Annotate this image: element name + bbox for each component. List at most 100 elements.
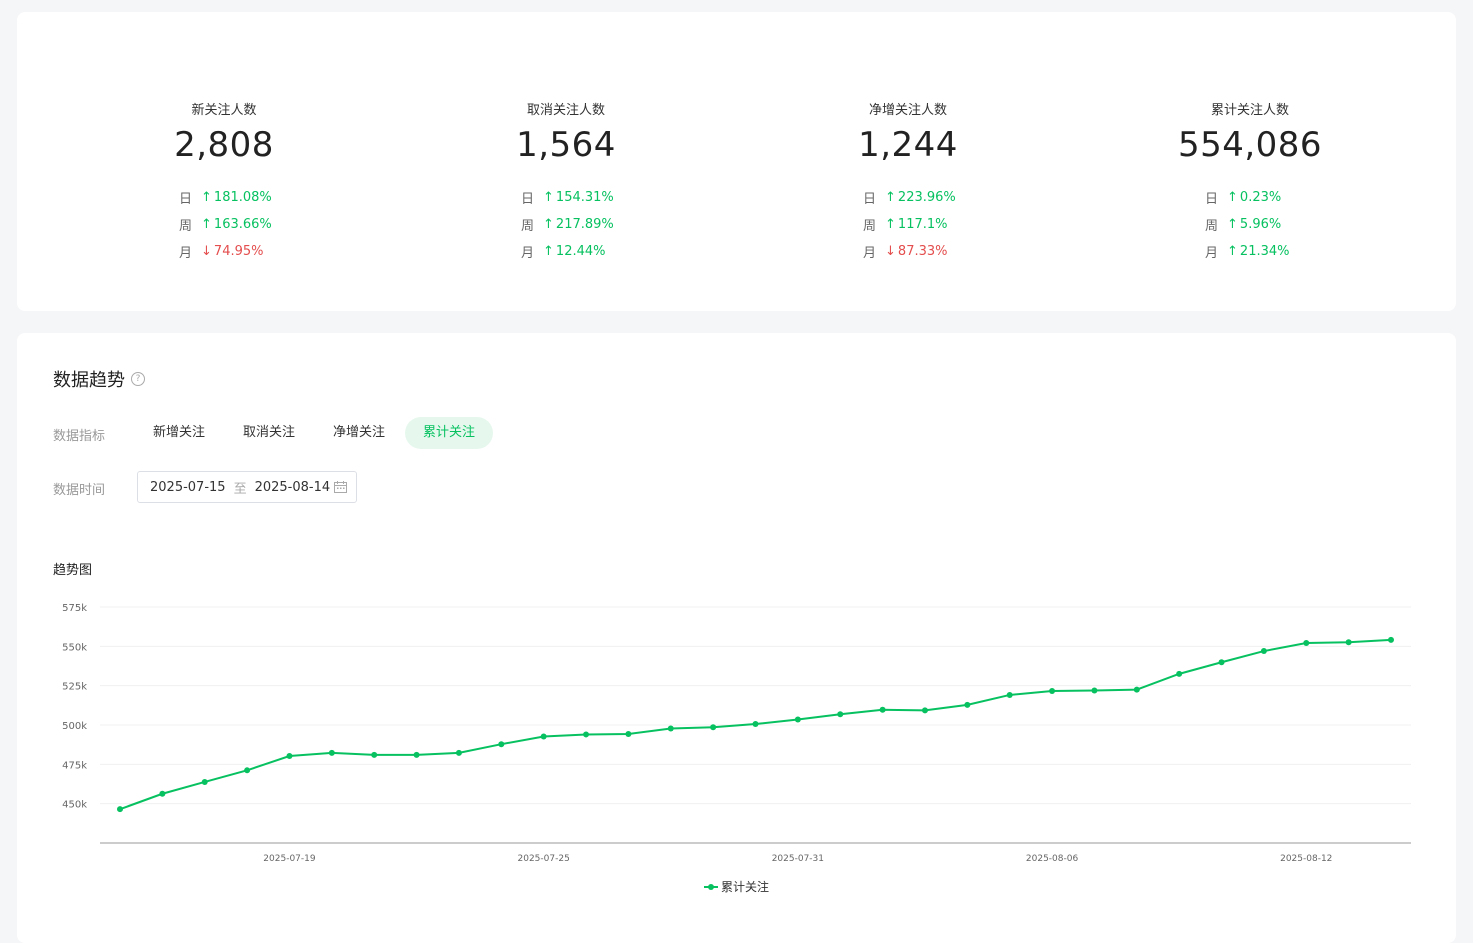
stat-changes: 日 ↑ 0.23% 周 ↑ 5.96% 月 ↑ 21.34% — [1100, 184, 1400, 265]
data-point — [540, 733, 547, 740]
data-point — [1006, 691, 1013, 698]
data-point — [413, 751, 420, 758]
y-tick-label: 525k — [62, 682, 87, 693]
data-point — [1260, 648, 1267, 655]
change-period: 日 — [521, 192, 535, 207]
data-point — [667, 725, 674, 732]
data-point — [837, 711, 844, 718]
section-title-text: 数据趋势 — [53, 370, 125, 391]
metric-tabs: 新增关注 取消关注 净增关注 累计关注 — [135, 417, 495, 449]
data-point — [1049, 688, 1056, 695]
change-value: 12.44% — [555, 244, 606, 259]
change-value: 0.23% — [1239, 190, 1282, 205]
x-tick-label: 2025-07-31 — [772, 854, 824, 863]
arrow-up-icon: ↑ — [885, 217, 896, 232]
change-row: 日 ↑ 223.96% — [758, 184, 1058, 211]
stat-value: 1,244 — [858, 125, 958, 165]
change-value: 74.95% — [213, 244, 264, 259]
stat-changes: 日 ↑ 181.08% 周 ↑ 163.66% 月 ↓ 74.95% — [74, 184, 374, 265]
y-tick-label: 475k — [62, 760, 87, 771]
change-period: 周 — [179, 219, 193, 234]
change-row: 月 ↓ 87.33% — [758, 238, 1058, 265]
change-period: 日 — [863, 192, 877, 207]
stat-value: 554,086 — [1177, 125, 1323, 165]
data-point — [286, 752, 293, 759]
arrow-up-icon: ↑ — [1227, 217, 1238, 232]
chart-legend[interactable]: 累计关注 — [17, 878, 1456, 895]
date-start[interactable]: 2025-07-15 — [150, 479, 226, 495]
stat-label: 新关注人数 — [191, 103, 257, 118]
change-row: 周 ↑ 5.96% — [1100, 211, 1400, 238]
data-point — [710, 724, 717, 731]
time-label: 数据时间 — [53, 483, 106, 498]
change-period: 周 — [863, 219, 877, 234]
arrow-up-icon: ↑ — [885, 190, 896, 205]
arrow-up-icon: ↑ — [1227, 190, 1238, 205]
date-end[interactable]: 2025-08-14 — [254, 479, 331, 495]
change-value: 87.33% — [897, 244, 948, 259]
change-value: 21.34% — [1239, 244, 1290, 259]
calendar-icon[interactable] — [334, 481, 347, 493]
trend-card: 数据趋势 ? 数据指标 新增关注 取消关注 净增关注 累计关注 数据时间 2025-0… — [17, 333, 1456, 943]
stat-label: 净增关注人数 — [868, 103, 947, 118]
data-point — [1218, 659, 1225, 666]
change-period: 月 — [1205, 246, 1219, 261]
change-row: 日 ↑ 0.23% — [1100, 184, 1400, 211]
change-period: 日 — [179, 192, 193, 207]
x-tick-label: 2025-08-06 — [1026, 854, 1079, 863]
change-row: 月 ↑ 12.44% — [416, 238, 716, 265]
change-row: 月 ↓ 74.95% — [74, 238, 374, 265]
stat-label: 累计关注人数 — [1210, 103, 1289, 118]
data-point — [498, 741, 505, 748]
change-row: 周 ↑ 163.66% — [74, 211, 374, 238]
arrow-down-icon: ↓ — [885, 244, 896, 259]
arrow-down-icon: ↓ — [201, 244, 212, 259]
data-point — [1388, 636, 1394, 643]
metric-tab[interactable]: 新增关注 — [153, 425, 206, 440]
x-tick-label: 2025-08-12 — [1280, 854, 1332, 863]
trend-chart: 450k 475k 500k 525k 550k 575k 2025-07-19 2025-0… — [62, 603, 1411, 863]
data-point — [1303, 640, 1310, 647]
change-value: 154.31% — [555, 190, 614, 205]
metric-tab[interactable]: 取消关注 — [243, 425, 296, 440]
data-point — [879, 706, 886, 713]
metric-tab[interactable]: 净增关注 — [333, 425, 386, 440]
data-point — [159, 790, 166, 797]
change-row: 日 ↑ 154.31% — [416, 184, 716, 211]
data-point — [794, 716, 801, 723]
change-period: 月 — [179, 246, 193, 261]
arrow-up-icon: ↑ — [543, 190, 554, 205]
stats-card: 新关注人数 2,808 日 ↑ 181.08% 周 ↑ 163.66% 月 ↓ 74.95% 取消关注… — [17, 12, 1456, 311]
chart-title: 趋势图 — [53, 563, 93, 578]
data-point — [455, 749, 462, 756]
data-point — [1345, 639, 1352, 646]
x-tick-label: 2025-07-19 — [263, 854, 316, 863]
change-period: 周 — [521, 219, 535, 234]
y-tick-label: 550k — [62, 642, 87, 653]
arrow-up-icon: ↑ — [543, 244, 554, 259]
change-period: 日 — [1205, 192, 1219, 207]
data-point — [1133, 686, 1140, 693]
stat-value: 2,808 — [174, 125, 274, 165]
data-point — [201, 778, 208, 785]
change-row: 周 ↑ 117.1% — [758, 211, 1058, 238]
date-separator: 至 — [233, 481, 247, 497]
data-point — [328, 749, 335, 756]
data-point — [921, 707, 928, 714]
change-row: 月 ↑ 21.34% — [1100, 238, 1400, 265]
change-row: 日 ↑ 181.08% — [74, 184, 374, 211]
change-value: 217.89% — [555, 217, 614, 232]
data-point — [1091, 687, 1098, 694]
arrow-up-icon: ↑ — [201, 190, 212, 205]
legend-marker-icon — [703, 883, 718, 891]
arrow-up-icon: ↑ — [1227, 244, 1238, 259]
change-row: 周 ↑ 217.89% — [416, 211, 716, 238]
change-value: 5.96% — [1239, 217, 1282, 232]
data-point — [117, 806, 123, 813]
change-value: 181.08% — [213, 190, 272, 205]
date-range-picker[interactable]: 2025-07-15 至 2025-08-14 — [137, 471, 357, 503]
metric-tab[interactable]: 累计关注 — [405, 417, 494, 449]
help-icon[interactable]: ? — [131, 372, 145, 386]
data-point — [752, 721, 759, 728]
arrow-up-icon: ↑ — [201, 217, 212, 232]
